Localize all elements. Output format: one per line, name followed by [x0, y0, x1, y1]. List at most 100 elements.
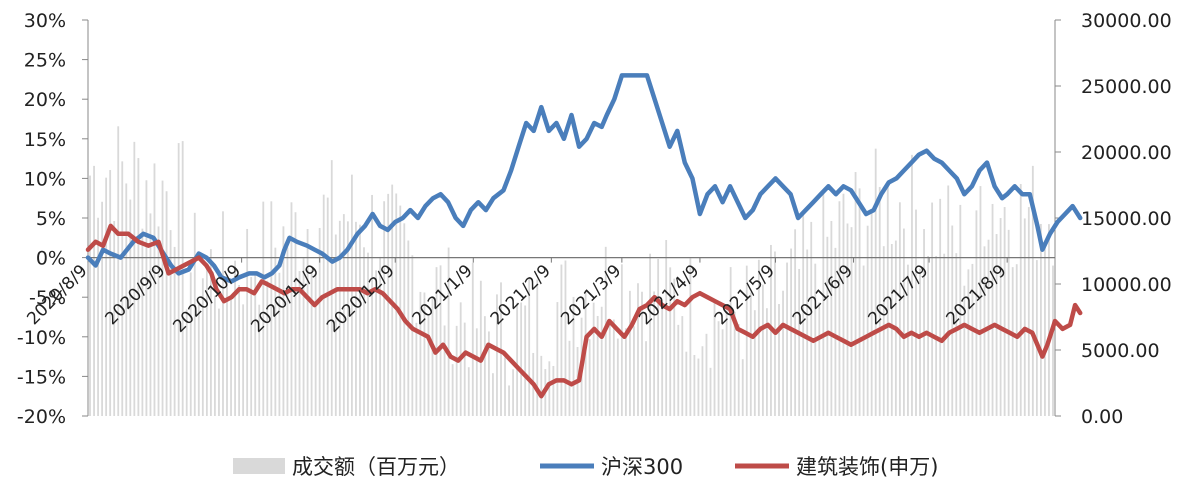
y-right-tick-label: 0.00: [1081, 406, 1123, 428]
volume-bar: [620, 264, 623, 416]
volume-bar: [886, 183, 889, 416]
y-left-tick-label: 10%: [24, 168, 66, 190]
volume-bar: [492, 373, 494, 416]
volume-bar: [745, 265, 748, 416]
volume-bar: [854, 172, 857, 416]
legend-label-construction: 建筑装饰(申万): [796, 455, 938, 479]
volume-bar: [145, 180, 148, 416]
volume-bar: [173, 246, 176, 416]
legend-swatch-volume: [233, 458, 285, 474]
volume-bar: [713, 301, 716, 416]
volume-bar: [133, 141, 136, 416]
volume-bar: [749, 292, 752, 416]
volume-bar: [564, 260, 567, 416]
volume-bar: [608, 323, 611, 416]
volume-bar: [939, 198, 942, 416]
volume-bar: [101, 201, 104, 416]
volume-bar: [270, 201, 273, 416]
volume-bar: [677, 324, 680, 416]
volume-bar: [947, 185, 950, 416]
volume-bar: [177, 143, 180, 417]
y-right-tick-label: 20000.00: [1081, 142, 1172, 164]
y-left-tick-label: 30%: [24, 10, 66, 32]
volume-bar: [342, 214, 345, 416]
volume-bar: [649, 253, 651, 416]
volume-bar: [794, 229, 797, 416]
volume-bar: [592, 302, 595, 416]
volume-bar: [552, 365, 555, 416]
volume-bar: [310, 269, 313, 416]
volume-bar: [911, 154, 913, 416]
y-left-tick-label: -10%: [17, 327, 66, 349]
volume-bar: [1048, 224, 1050, 416]
volume-bar: [616, 338, 619, 416]
volume-bar: [246, 228, 249, 416]
volume-bar: [1027, 207, 1030, 416]
volume-bar: [201, 278, 204, 416]
volume-bar: [367, 252, 369, 416]
volume-bar: [407, 240, 410, 416]
volume-bar: [955, 253, 958, 416]
volume-bar: [258, 304, 261, 416]
volume-bar: [709, 367, 712, 416]
volume-bar: [701, 346, 704, 416]
volume-bar: [471, 262, 474, 416]
volume-bar: [226, 274, 228, 416]
volume-bar: [355, 221, 357, 416]
volume-bar: [991, 203, 994, 416]
volume-bar: [109, 170, 112, 416]
volume-bar: [427, 314, 430, 416]
volume-bar: [298, 271, 301, 416]
volume-bar: [1023, 218, 1026, 416]
volume-bar: [234, 260, 236, 416]
volume-bar: [262, 201, 265, 416]
volume-bar: [600, 306, 603, 416]
volume-bar: [363, 247, 365, 416]
volume-bar: [205, 263, 208, 416]
volume-bar: [685, 351, 688, 416]
volume-bar: [330, 160, 333, 416]
legend-label-volume: 成交额（百万元）: [292, 455, 460, 479]
volume-bar: [645, 341, 647, 416]
volume-bar: [842, 193, 845, 416]
volume-bar: [447, 247, 450, 416]
volume-bar: [153, 163, 156, 416]
volume-bar: [282, 226, 285, 416]
volume-bar: [383, 201, 386, 416]
volume-bar: [157, 226, 160, 416]
volume-bar: [318, 227, 321, 416]
volume-bar: [737, 324, 740, 416]
volume-bar: [782, 290, 784, 416]
volume-bar: [568, 340, 571, 416]
volume-bar: [93, 165, 95, 416]
y-right-tick-label: 15000.00: [1081, 208, 1172, 230]
volume-bar: [818, 302, 821, 416]
volume-bar: [721, 329, 724, 416]
volume-bar: [375, 270, 377, 416]
y-left-tick-label: 5%: [36, 208, 66, 230]
volume-bar: [197, 304, 200, 416]
volume-bar: [121, 161, 124, 416]
volume-bar: [761, 284, 764, 416]
volume-bar: [798, 268, 801, 416]
y-left-tick-label: 20%: [24, 89, 66, 111]
volume-bar: [117, 126, 120, 416]
axes: [82, 19, 1061, 417]
volume-bar: [254, 274, 257, 416]
volume-bar: [612, 319, 615, 416]
volume-bar: [334, 234, 337, 416]
volume-bar: [693, 354, 696, 416]
y-left-tick-label: 25%: [24, 50, 66, 72]
volume-bar: [540, 355, 543, 416]
volume-bar: [689, 258, 692, 416]
volume-bar: [681, 316, 684, 416]
x-tick-label: 2021/1/9: [409, 261, 477, 329]
volume-bar: [274, 247, 277, 416]
volume-bar: [326, 197, 329, 416]
y-right-tick-label: 5000.00: [1081, 340, 1160, 362]
volume-bar: [479, 280, 482, 416]
volume-bar: [113, 220, 116, 416]
volume-bar: [238, 284, 241, 416]
volume-bar: [528, 278, 531, 416]
